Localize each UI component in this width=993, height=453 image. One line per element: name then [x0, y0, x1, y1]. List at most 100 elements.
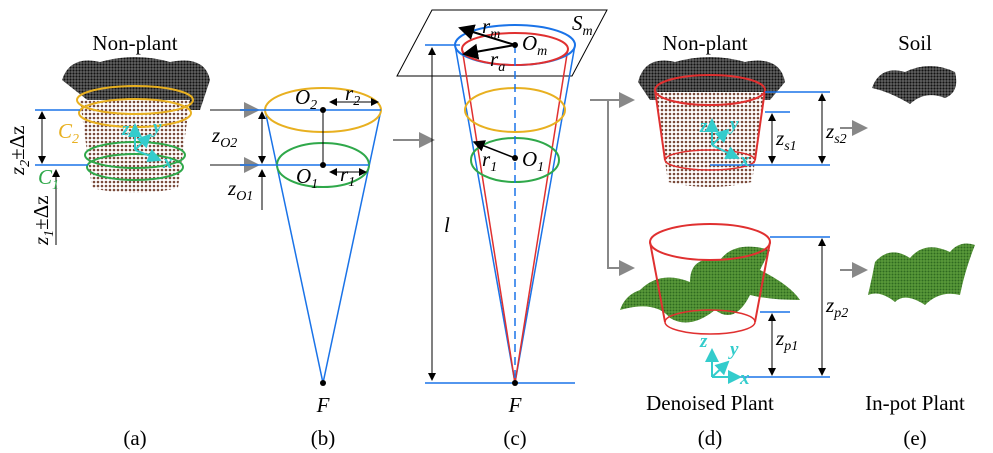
label-sub: 2: [353, 94, 360, 109]
cone-edge: [462, 48, 515, 383]
label-main: z: [775, 126, 784, 150]
panel-title: Non-plant: [662, 31, 747, 55]
figure: Non-plant C2 C1 z2±Δz z1±Δz z y x (a) O2…: [0, 0, 993, 453]
label-sub: p1: [783, 339, 798, 354]
label: O1: [296, 164, 318, 192]
label-main: C: [38, 165, 53, 189]
caption: (c): [503, 426, 526, 450]
label: zp1: [775, 326, 798, 354]
axis-label: y: [151, 117, 162, 138]
panel-subtitle: Denoised Plant: [646, 391, 774, 415]
label-after: ±Δz: [29, 195, 53, 229]
point: [512, 380, 518, 386]
label-sub: 1: [348, 175, 355, 190]
label: rm: [482, 14, 500, 42]
panel-d: Non-plant zs2 zs1 z y x zp2 zp1 z y x De…: [620, 31, 848, 450]
caption: (e): [903, 426, 926, 450]
axis-label: z: [121, 119, 130, 140]
label-main: z: [29, 237, 53, 246]
label: zO2: [211, 123, 237, 151]
label: F: [508, 393, 522, 417]
panel-a: Non-plant C2 C1 z2±Δz z1±Δz z y x (a): [5, 31, 210, 450]
cone-edge: [323, 110, 381, 383]
axis-label: x: [739, 368, 750, 389]
label: Sm: [572, 11, 593, 39]
soil-cloud: [872, 66, 956, 104]
label-main: z: [5, 167, 29, 176]
label: C1: [38, 165, 59, 193]
label-sub: 2: [72, 132, 79, 147]
label-main: C: [58, 119, 73, 143]
label: C2: [58, 119, 79, 147]
axis-label: y: [728, 114, 739, 135]
panel-c: rm Om ra Sm r1 O1 l F (c): [397, 10, 607, 450]
label-main: z: [825, 119, 834, 143]
label: r1: [482, 147, 497, 175]
label: O1: [522, 147, 544, 175]
label-sub: O1: [236, 189, 253, 204]
flow-arrow: [590, 100, 633, 268]
point: [512, 155, 518, 161]
radius-arrow: [474, 142, 515, 158]
label-main: S: [572, 11, 583, 35]
label: zs2: [825, 119, 847, 147]
caption: (a): [123, 426, 146, 450]
label-main: O: [522, 147, 537, 171]
panel-b: O2 r2 zO2 O1 r1 zO1 F (b): [211, 81, 381, 450]
label: z1±Δz: [29, 195, 57, 246]
label-main: z: [227, 176, 236, 200]
label: z2±Δz: [5, 125, 33, 176]
point: [512, 42, 518, 48]
label-sub: 1: [42, 230, 57, 237]
label-sub: 1: [537, 160, 544, 175]
axis-label: x: [739, 150, 750, 171]
label-sub: m: [537, 44, 547, 59]
pot-cloud: [655, 92, 765, 187]
label: zO1: [227, 176, 253, 204]
label: zp2: [825, 293, 848, 321]
label: r1: [340, 162, 355, 190]
panel-title: Soil: [898, 31, 932, 55]
label-sub: a: [498, 60, 505, 75]
label-after: ±Δz: [5, 125, 29, 159]
label: r2: [345, 81, 360, 109]
plant-cloud: [620, 247, 800, 323]
label-sub: 1: [52, 178, 59, 193]
plant-cloud: [868, 244, 975, 305]
cone-edge: [265, 110, 323, 383]
label-main: O: [295, 85, 310, 109]
label-main: z: [825, 293, 834, 317]
label-sub: s1: [784, 139, 796, 154]
label: zs1: [775, 126, 797, 154]
label-main: O: [296, 164, 311, 188]
label-sub: 2: [18, 160, 33, 167]
axis: [712, 362, 728, 377]
cylinder: [650, 224, 770, 260]
cone-edge: [455, 45, 515, 383]
label-sub: p2: [833, 306, 848, 321]
axis-label: z: [699, 116, 708, 137]
axis-label: x: [162, 152, 173, 173]
point: [320, 162, 326, 168]
label: ra: [490, 47, 505, 75]
label-sub: O2: [220, 136, 237, 151]
label-main: z: [775, 326, 784, 350]
panel-title: Non-plant: [92, 31, 177, 55]
axis-label: z: [699, 331, 708, 352]
point: [320, 107, 326, 113]
cone-edge: [515, 48, 568, 383]
point: [320, 380, 326, 386]
panel-subtitle: In-pot Plant: [865, 391, 965, 415]
label-sub: 1: [311, 177, 318, 192]
label-sub: m: [490, 27, 500, 42]
label-sub: s2: [834, 132, 846, 147]
caption: (d): [698, 426, 723, 450]
label: F: [316, 393, 330, 417]
label-main: z: [211, 123, 220, 147]
label-main: O: [522, 31, 537, 55]
label-sub: m: [583, 24, 593, 39]
label: l: [444, 213, 450, 237]
cone-edge: [515, 45, 575, 383]
label-sub: 2: [310, 98, 317, 113]
label-sub: 1: [490, 160, 497, 175]
